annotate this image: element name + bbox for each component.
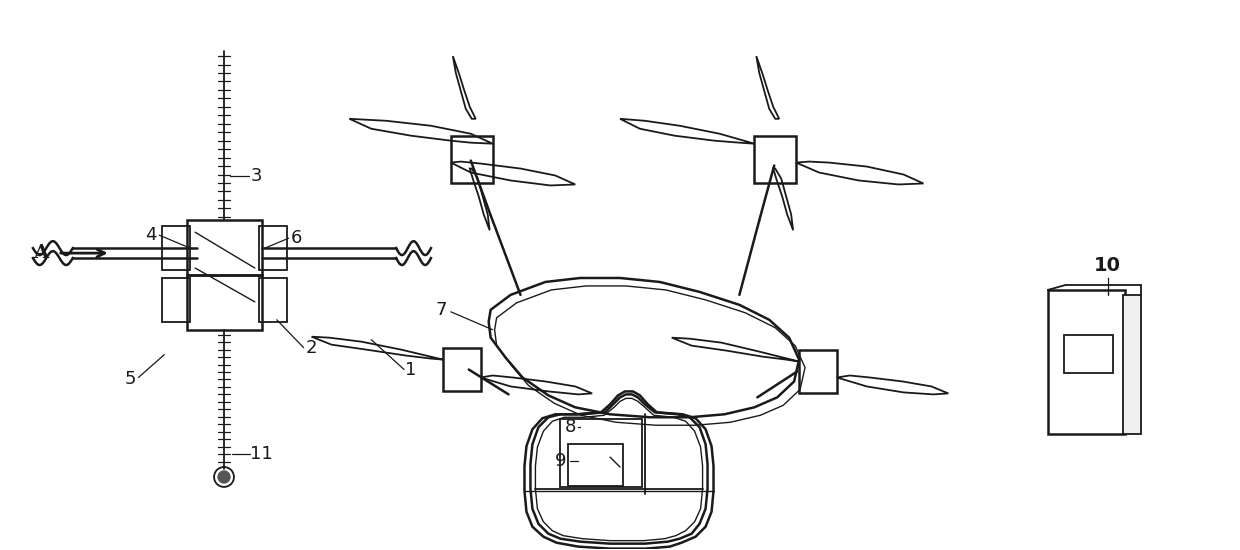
Text: 1: 1	[405, 360, 417, 378]
Bar	[451, 136, 492, 184]
Text: 8: 8	[564, 418, 575, 436]
Text: 4: 4	[145, 226, 156, 244]
Bar	[162, 226, 190, 270]
Bar	[568, 444, 622, 486]
Bar	[1123, 295, 1141, 434]
Circle shape	[218, 471, 229, 483]
Bar	[1064, 335, 1114, 372]
Text: 10: 10	[1094, 256, 1121, 274]
Text: 2: 2	[306, 339, 317, 356]
Text: 9: 9	[554, 452, 565, 470]
Bar	[162, 278, 190, 322]
Text: 7: 7	[435, 301, 446, 319]
Bar	[187, 275, 262, 329]
Bar	[754, 136, 796, 184]
Text: 6: 6	[291, 229, 303, 247]
Bar	[443, 348, 481, 392]
Bar	[187, 221, 262, 275]
Bar	[1048, 290, 1126, 434]
Bar	[799, 350, 837, 393]
Text: 5: 5	[125, 371, 136, 388]
Bar	[259, 278, 286, 322]
Text: 3: 3	[250, 167, 263, 184]
Text: 11: 11	[250, 445, 273, 463]
Bar	[259, 226, 286, 270]
Bar	[560, 419, 642, 487]
Text: A: A	[33, 244, 48, 262]
